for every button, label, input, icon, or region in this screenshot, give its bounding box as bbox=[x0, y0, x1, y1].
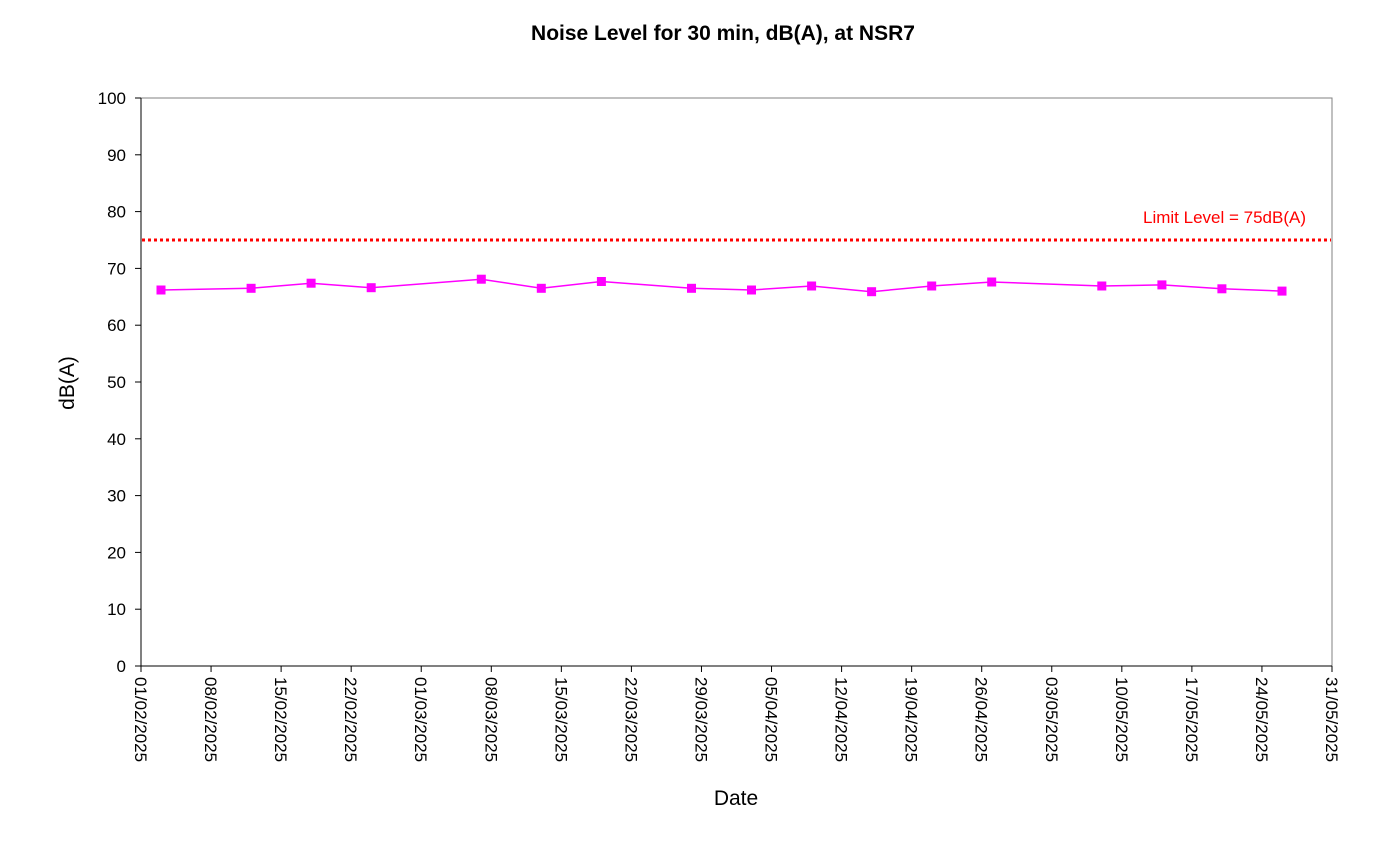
y-tick-label: 80 bbox=[107, 203, 126, 222]
y-tick-label: 50 bbox=[107, 373, 126, 392]
data-point bbox=[1097, 281, 1107, 291]
x-tick-label: 15/03/2025 bbox=[551, 677, 570, 762]
data-point bbox=[156, 285, 166, 295]
x-tick-label: 22/03/2025 bbox=[621, 677, 640, 762]
data-point bbox=[596, 277, 606, 286]
x-tick-label: 29/03/2025 bbox=[691, 677, 710, 762]
x-tick-label: 19/04/2025 bbox=[902, 677, 921, 762]
reference-lines: Limit Level = 75dB(A) bbox=[142, 208, 1331, 242]
y-tick-label: 40 bbox=[107, 430, 126, 449]
x-tick-label: 17/05/2025 bbox=[1182, 677, 1201, 762]
x-tick-label: 31/05/2025 bbox=[1322, 677, 1341, 762]
data-point bbox=[807, 281, 817, 291]
y-tick-label: 100 bbox=[98, 89, 126, 108]
x-axis: 01/02/2025 08/02/2025 15/02/2025 22/02/2025… bbox=[131, 665, 1341, 762]
y-tick-label: 10 bbox=[107, 600, 126, 619]
x-tick-label: 08/02/2025 bbox=[201, 677, 220, 762]
x-axis-title: Date bbox=[714, 787, 758, 810]
series-layer bbox=[156, 274, 1287, 297]
data-point bbox=[927, 281, 937, 291]
data-point bbox=[1217, 284, 1227, 294]
x-tick-label: 15/02/2025 bbox=[271, 677, 290, 762]
x-tick-label: 10/05/2025 bbox=[1112, 677, 1131, 762]
x-tick-label: 22/02/2025 bbox=[341, 677, 360, 762]
x-tick-label: 08/03/2025 bbox=[481, 677, 500, 762]
data-point bbox=[1157, 280, 1167, 290]
y-tick-label: 0 bbox=[117, 657, 126, 676]
data-point bbox=[476, 274, 486, 284]
y-tick-label: 20 bbox=[107, 543, 126, 562]
x-tick-label: 26/04/2025 bbox=[972, 677, 991, 762]
x-tick-label: 03/05/2025 bbox=[1042, 677, 1061, 762]
data-point bbox=[747, 285, 756, 295]
x-tick-label: 01/02/2025 bbox=[131, 677, 150, 762]
data-point bbox=[687, 283, 696, 293]
y-tick-label: 70 bbox=[107, 259, 126, 278]
y-axis-title: dB(A) bbox=[56, 356, 79, 410]
y-axis: 0 10 20 30 40 50 60 70 80 90 100 bbox=[98, 89, 142, 676]
x-tick-label: 05/04/2025 bbox=[762, 677, 781, 762]
y-tick-label: 30 bbox=[107, 487, 126, 506]
x-tick-label: 24/05/2025 bbox=[1252, 677, 1271, 762]
x-tick-label: 12/04/2025 bbox=[832, 677, 851, 762]
x-tick-label: 01/03/2025 bbox=[411, 677, 430, 762]
data-point bbox=[987, 277, 997, 287]
chart-title: Noise Level for 30 min, dB(A), at NSR7 bbox=[531, 22, 915, 45]
data-point bbox=[1277, 286, 1287, 296]
data-point bbox=[536, 283, 546, 293]
data-point bbox=[306, 278, 316, 288]
limit-label: Limit Level = 75dB(A) bbox=[1143, 208, 1306, 227]
y-tick-label: 60 bbox=[107, 316, 126, 335]
data-point bbox=[867, 287, 877, 297]
data-point bbox=[246, 283, 256, 293]
plot-area bbox=[140, 97, 1333, 667]
data-point bbox=[366, 283, 376, 293]
y-tick-label: 90 bbox=[107, 146, 126, 165]
